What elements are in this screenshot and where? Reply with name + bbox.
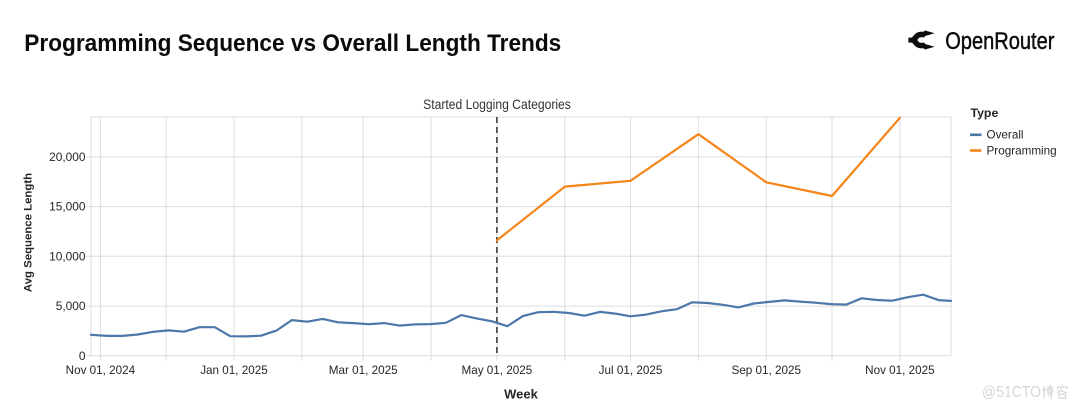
svg-text:Started Logging Categories: Started Logging Categories — [423, 96, 571, 112]
svg-text:Jan 01, 2025: Jan 01, 2025 — [200, 364, 268, 377]
svg-text:@51CTO: @51CTO — [982, 383, 1041, 401]
svg-text:15,000: 15,000 — [49, 200, 86, 214]
svg-text:0: 0 — [79, 349, 86, 363]
svg-text:Type: Type — [971, 106, 999, 120]
svg-text:10,000: 10,000 — [49, 249, 86, 263]
svg-text:Nov 01, 2025: Nov 01, 2025 — [865, 364, 935, 377]
svg-text:Week: Week — [504, 387, 538, 402]
svg-text:May 01, 2025: May 01, 2025 — [461, 364, 532, 377]
svg-text:Programming Sequence vs Overal: Programming Sequence vs Overall Length T… — [24, 29, 561, 56]
svg-text:Jul 01, 2025: Jul 01, 2025 — [599, 364, 663, 377]
svg-text:OpenRouter: OpenRouter — [945, 27, 1054, 54]
svg-text:Mar 01, 2025: Mar 01, 2025 — [329, 364, 398, 377]
svg-text:Nov 01, 2024: Nov 01, 2024 — [66, 364, 136, 377]
svg-text:Avg Sequence Length: Avg Sequence Length — [22, 173, 34, 292]
svg-text:Sep 01, 2025: Sep 01, 2025 — [732, 364, 802, 377]
svg-text:20,000: 20,000 — [49, 150, 86, 164]
svg-text:5,000: 5,000 — [56, 299, 86, 313]
svg-text:Programming: Programming — [987, 144, 1057, 157]
svg-text:Overall: Overall — [987, 129, 1024, 142]
